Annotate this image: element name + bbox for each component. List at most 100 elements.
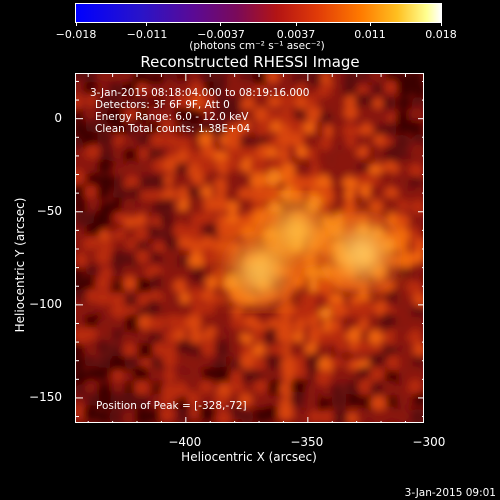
texture-blob [381,196,398,213]
colorbar-tick [295,22,297,26]
texture-blob [97,159,112,174]
texture-blob [317,202,331,215]
texture-blob [224,134,243,152]
y-tick-label: 0 [54,110,62,125]
texture-blob [123,148,138,163]
texture-blob [83,235,100,252]
texture-blob [148,409,162,422]
texture-blob [97,410,111,422]
texture-blob [253,92,270,109]
texture-blob [162,198,175,211]
colorbar-tick [220,22,222,26]
texture-blob [304,341,319,356]
texture-blob [185,391,201,407]
texture-blob [111,292,127,308]
texture-blob [252,328,266,342]
texture-blob [76,199,87,212]
texture-blob [152,241,166,255]
texture-blob [175,149,191,165]
texture-blob [288,341,306,359]
texture-blob [81,326,98,344]
texture-blob [358,122,375,138]
texture-blob [107,81,123,97]
texture-blob [330,301,349,320]
texture-blob [120,331,137,348]
texture-blob [277,302,296,321]
texture-blob [82,106,97,121]
texture-blob [199,379,214,394]
texture-blob [347,394,360,407]
texture-blob [186,108,203,124]
texture-blob [331,203,344,216]
texture-blob [393,329,410,347]
texture-blob [307,314,321,328]
texture-blob [138,343,155,359]
y-tick-label: −100 [29,296,62,311]
texture-blob [110,302,128,320]
texture-blob [384,121,398,135]
texture-blob [320,384,333,398]
texture-blob [85,263,98,276]
texture-blob [149,315,166,332]
texture-blob [239,352,258,370]
texture-blob [200,354,213,368]
texture-blob [215,409,232,422]
texture-blob [185,355,202,373]
texture-blob [200,144,218,161]
texture-blob [303,120,317,135]
texture-blob [294,354,310,370]
x-tick-label: −350 [290,435,324,449]
texture-blob [396,120,410,134]
texture-blob [394,408,411,422]
texture-blob [86,222,103,239]
texture-blob [214,394,229,409]
texture-blob [175,371,189,386]
texture-blob [172,209,191,228]
texture-blob [171,173,189,190]
texture-blob [121,197,137,214]
colorbar-units: (photons cm⁻² s⁻¹ asec⁻²) [189,40,325,52]
texture-blob [331,365,349,383]
texture-blob [84,185,98,199]
texture-blob [382,380,398,396]
texture-blob [123,81,138,96]
texture-blob [241,303,258,319]
texture-blob [315,149,331,165]
texture-blob [252,74,269,87]
texture-blob [76,169,85,187]
texture-blob [372,111,386,124]
texture-blob [199,74,217,84]
texture-blob [203,172,216,185]
texture-blob [412,133,423,147]
texture-blob [254,393,269,409]
texture-blob [409,408,423,422]
texture-blob [172,223,188,239]
texture-blob [136,96,149,109]
texture-blob [96,186,110,200]
x-axis-label: Heliocentric X (arcsec) [181,450,317,464]
texture-blob [120,264,137,281]
texture-blob [178,292,192,305]
texture-blob [290,175,307,192]
texture-blob [184,224,202,242]
texture-blob [84,144,102,161]
texture-blob [277,404,295,422]
texture-blob [175,162,188,176]
texture-blob [411,305,423,320]
texture-blob [330,329,347,345]
texture-blob [113,175,128,190]
texture-blob [407,316,423,334]
texture-blob [214,367,231,383]
texture-blob [97,131,113,148]
texture-blob [161,95,176,109]
texture-blob [84,354,97,367]
texture-blob [355,340,370,355]
texture-blob [277,147,292,162]
texture-blob [225,170,242,187]
texture-blob [189,81,204,96]
texture-blob [280,93,295,108]
texture-blob [150,393,164,407]
texture-blob [82,276,96,290]
texture-blob [190,123,203,137]
texture-blob [409,213,423,228]
